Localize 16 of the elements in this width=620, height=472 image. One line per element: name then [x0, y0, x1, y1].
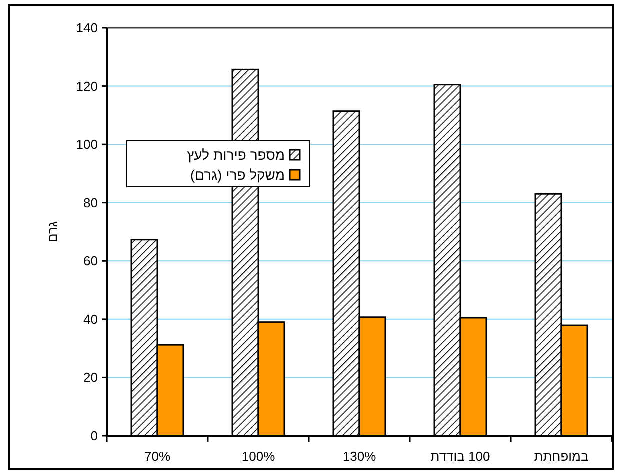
- x-tick-label: 100%: [242, 449, 276, 464]
- y-tick-label: 60: [84, 254, 98, 269]
- y-tick-label: 20: [84, 370, 98, 386]
- y-tick-label: 40: [84, 312, 98, 327]
- x-tick-label: במופחתת: [534, 449, 589, 464]
- legend-label: מספר פירות לעץ: [187, 147, 285, 163]
- y-axis-title: גרם: [45, 221, 60, 242]
- legend-label: משקל פרי (גרם): [190, 167, 285, 183]
- x-tick-label: 70%: [144, 449, 171, 464]
- y-tick-label: 100: [76, 137, 98, 152]
- x-tick-label: 130%: [342, 449, 377, 464]
- y-tick-label: 80: [84, 195, 98, 210]
- y-tick-label: 140: [76, 20, 98, 36]
- x-tick-label: 100 בודדת: [430, 449, 490, 464]
- y-tick-label: 0: [90, 428, 98, 444]
- y-tick-label: 120: [76, 78, 98, 94]
